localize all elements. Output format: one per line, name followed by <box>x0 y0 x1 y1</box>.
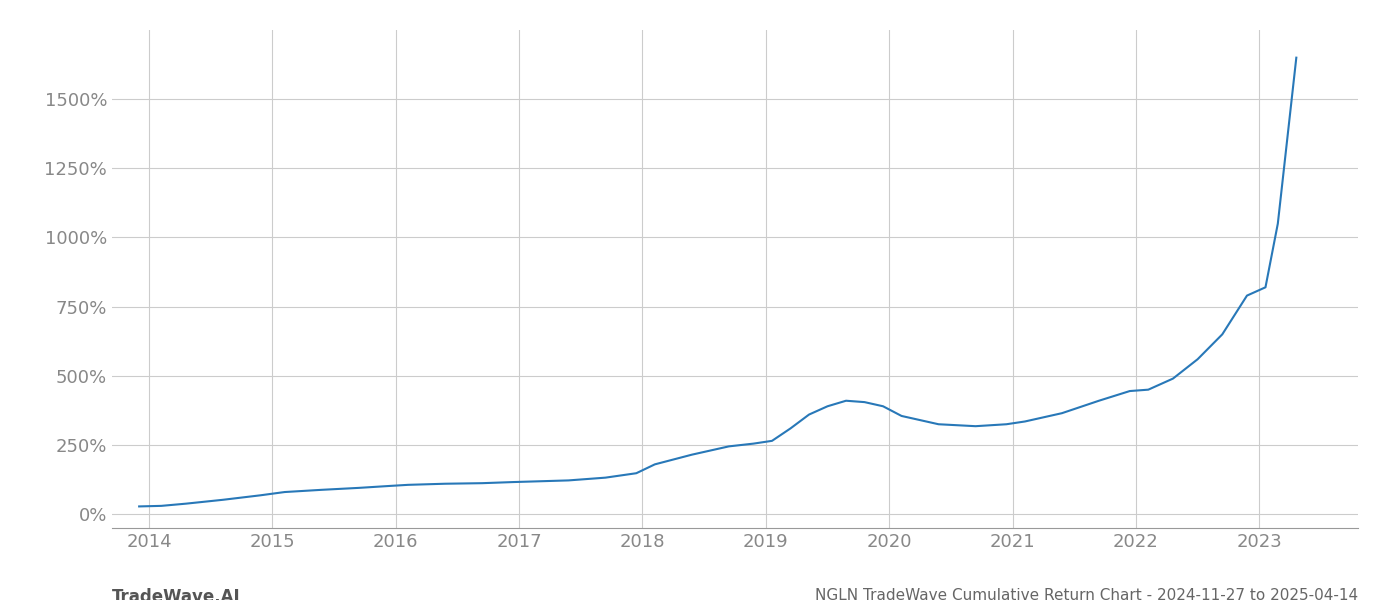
Text: TradeWave.AI: TradeWave.AI <box>112 588 241 600</box>
Text: NGLN TradeWave Cumulative Return Chart - 2024-11-27 to 2025-04-14: NGLN TradeWave Cumulative Return Chart -… <box>815 588 1358 600</box>
